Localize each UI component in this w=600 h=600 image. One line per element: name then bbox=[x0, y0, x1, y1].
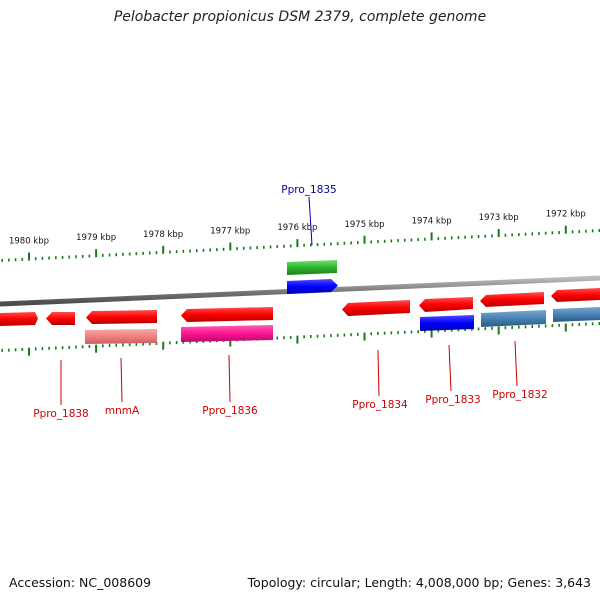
feature-block-magenta[interactable] bbox=[181, 325, 273, 342]
gene-label-ppro-1835: Ppro_1835 bbox=[281, 184, 336, 196]
gene-label-ppro-1836: Ppro_1836 bbox=[202, 405, 258, 417]
tick-label: 1978 kbp bbox=[143, 230, 183, 240]
feature-row-inner bbox=[85, 307, 600, 344]
feature-row-outer-2 bbox=[287, 260, 338, 294]
leader-line-ppro-1834 bbox=[377, 349, 380, 397]
scale-tick-labels: 1980 kbp 1979 kbp 1978 kbp 1977 kbp 1976 kbp… bbox=[9, 210, 586, 247]
map-title: Pelobacter propionicus DSM 2379, complet… bbox=[113, 9, 487, 25]
feature-block-steel[interactable] bbox=[553, 307, 600, 322]
cds-arrow[interactable] bbox=[86, 310, 157, 324]
cds-arrow[interactable] bbox=[342, 300, 410, 316]
feature-block-blue[interactable] bbox=[420, 315, 474, 331]
feature-block-salmon[interactable] bbox=[85, 329, 157, 344]
tick-label: 1972 kbp bbox=[546, 210, 586, 220]
trna-feature[interactable] bbox=[287, 260, 337, 275]
leader-line-ppro-1832 bbox=[514, 340, 518, 387]
cds-arrow[interactable] bbox=[181, 307, 273, 322]
tick-label: 1974 kbp bbox=[412, 216, 452, 226]
tick-label: 1975 kbp bbox=[344, 220, 384, 230]
cds-arrow[interactable] bbox=[551, 288, 600, 302]
feature-row-outer-1 bbox=[0, 288, 600, 326]
tick-label: 1979 kbp bbox=[76, 233, 116, 243]
leader-line-ppro-1836 bbox=[228, 354, 231, 403]
cds-arrow[interactable] bbox=[0, 312, 38, 326]
scale-ticks-outer bbox=[1, 225, 600, 262]
gene-label-mnma: mnmA bbox=[105, 405, 140, 417]
feature-arrow-blue[interactable] bbox=[287, 279, 338, 294]
feature-block-steel[interactable] bbox=[481, 310, 546, 327]
leader-line-ppro-1833 bbox=[448, 344, 452, 392]
gene-label-ppro-1838: Ppro_1838 bbox=[33, 408, 88, 420]
cds-arrow[interactable] bbox=[46, 312, 75, 325]
tick-label: 1977 kbp bbox=[210, 226, 250, 236]
tick-label: 1980 kbp bbox=[9, 237, 49, 247]
tick-label: 1973 kbp bbox=[479, 213, 519, 223]
cds-arrow[interactable] bbox=[419, 297, 473, 312]
gene-label-ppro-1834: Ppro_1834 bbox=[352, 399, 408, 411]
genome-summary-text: Topology: circular; Length: 4,008,000 bp… bbox=[247, 575, 591, 590]
gene-label-ppro-1832: Ppro_1832 bbox=[492, 389, 547, 401]
cds-arrow[interactable] bbox=[480, 292, 544, 307]
leader-line-mnma bbox=[120, 357, 123, 403]
gene-label-ppro-1833: Ppro_1833 bbox=[425, 394, 480, 406]
leader-line-ppro-1835 bbox=[308, 196, 313, 246]
tick-label: 1976 kbp bbox=[277, 223, 317, 233]
accession-text: Accession: NC_008609 bbox=[9, 575, 152, 590]
